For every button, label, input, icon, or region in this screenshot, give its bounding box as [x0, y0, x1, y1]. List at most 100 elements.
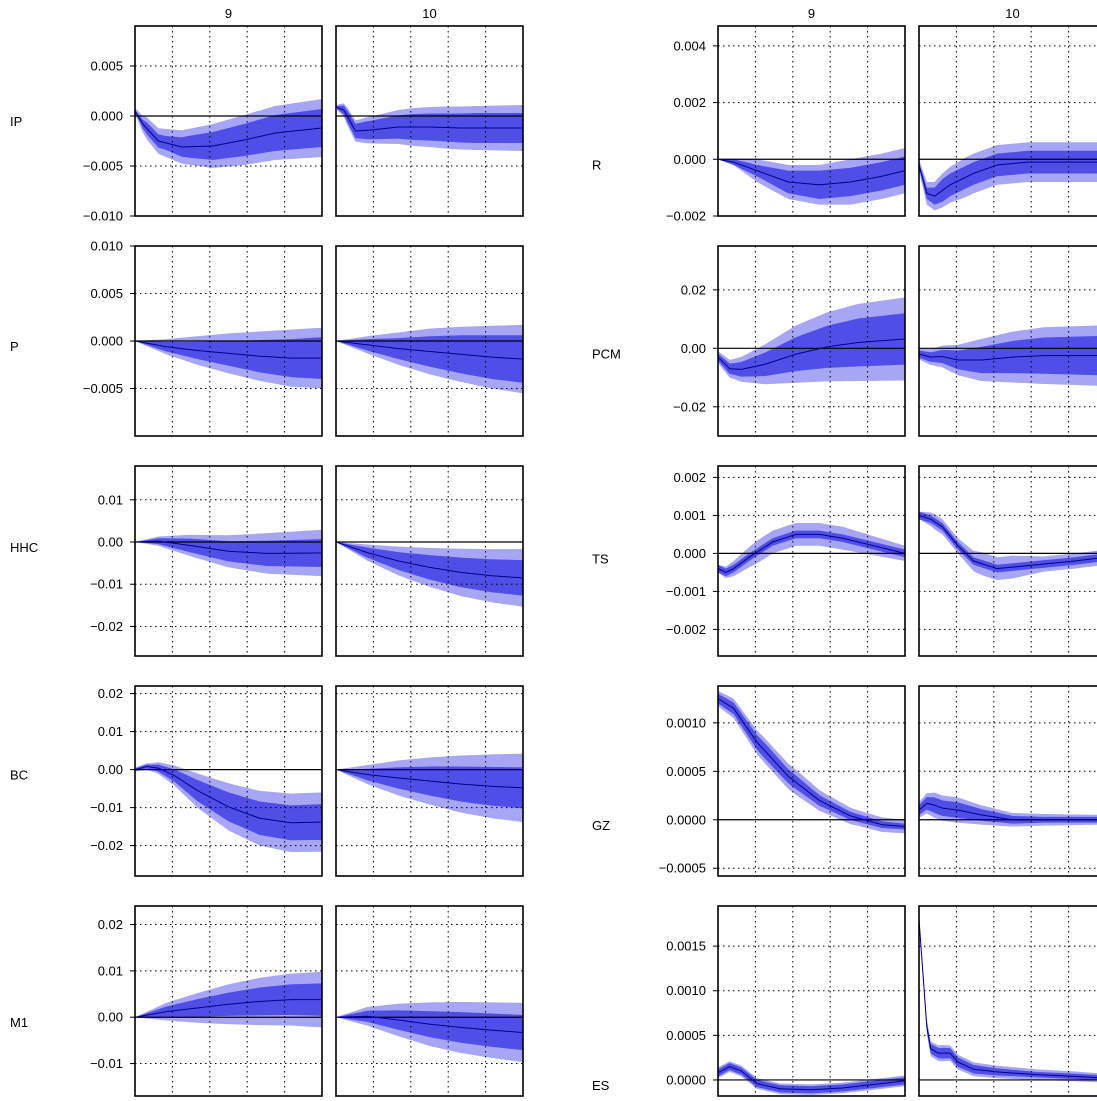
panel — [335, 905, 524, 1097]
panel-frame — [335, 25, 524, 217]
y-tick-label: −0.02 — [90, 619, 123, 634]
grid — [919, 466, 1097, 656]
median-line — [718, 158, 905, 186]
inner-band — [135, 764, 322, 841]
median-line — [336, 769, 523, 789]
panel — [335, 25, 524, 217]
y-tick-label: 0.01 — [98, 492, 123, 507]
y-tick-label: −0.010 — [83, 209, 123, 224]
median-line — [336, 106, 523, 132]
panel-frame — [918, 25, 1097, 217]
median-line — [336, 541, 523, 579]
y-tick-label: −0.001 — [666, 584, 706, 599]
y-tick-label: 0.0005 — [666, 764, 706, 779]
panel — [717, 905, 906, 1097]
y-tick-label: 0.0010 — [666, 983, 706, 998]
median-line — [135, 766, 322, 824]
panel — [717, 685, 906, 877]
inner-band — [718, 156, 905, 199]
variable-label: BC — [10, 768, 28, 783]
inner-band — [718, 313, 905, 377]
outer-band — [718, 523, 905, 579]
inner-band — [336, 766, 523, 809]
y-tick-label: 0.00 — [98, 535, 123, 550]
median-line — [919, 353, 1097, 361]
median-line — [336, 1015, 523, 1034]
grid — [919, 906, 1097, 1096]
panel-frame — [335, 685, 524, 877]
median-line — [135, 540, 322, 554]
panel — [134, 685, 323, 877]
grid — [336, 906, 523, 1096]
inner-band — [919, 335, 1097, 376]
panel-row-gz: GZ −0.0005 0.0000 0.0005 0.0010 — [592, 685, 1097, 877]
median-line — [718, 533, 905, 573]
grid — [135, 26, 322, 216]
panel-frame — [717, 245, 906, 437]
panel-frame — [717, 465, 906, 657]
median-line — [336, 340, 523, 360]
y-tick-label: 0.000 — [90, 334, 123, 349]
grid — [336, 466, 523, 656]
y-tick-label: −0.02 — [673, 399, 706, 414]
median-line — [135, 340, 322, 359]
median-line — [919, 802, 1097, 821]
y-tick-label: 0.00 — [98, 1010, 123, 1025]
y-tick-label: 0.0000 — [666, 1072, 706, 1087]
panel-frame — [134, 905, 323, 1097]
variable-label: R — [592, 157, 601, 172]
panel-row-ip: IP −0.010 −0.005 0.000 0.005 — [10, 25, 524, 224]
y-tick-label: 0.005 — [90, 59, 123, 74]
panel — [335, 685, 524, 877]
grid — [336, 26, 523, 216]
variable-label: PCM — [592, 346, 621, 361]
panel-frame — [918, 245, 1097, 437]
grid — [919, 246, 1097, 436]
panel — [134, 245, 323, 437]
median-line — [135, 110, 322, 148]
grid — [919, 26, 1097, 216]
grid — [718, 466, 905, 656]
inner-band — [336, 335, 523, 383]
y-tick-label: 0.00 — [681, 341, 706, 356]
y-tick-label: 0.000 — [673, 152, 706, 167]
panel — [717, 465, 906, 657]
grid — [718, 26, 905, 216]
y-tick-label: 0.0005 — [666, 1028, 706, 1043]
y-tick-label: 0.001 — [673, 508, 706, 523]
variable-label: IP — [10, 114, 22, 129]
panel — [918, 25, 1097, 217]
panel — [335, 465, 524, 657]
y-tick-label: 0.000 — [90, 109, 123, 124]
y-tick-label: 0.0000 — [666, 812, 706, 827]
panel-frame — [335, 465, 524, 657]
inner-band — [336, 1010, 523, 1051]
inner-band — [135, 983, 322, 1018]
inner-band — [336, 105, 523, 143]
median-line — [919, 161, 1097, 197]
y-tick-label: −0.02 — [90, 838, 123, 853]
inner-band — [919, 150, 1097, 205]
panel — [717, 25, 906, 217]
y-tick-label: −0.01 — [90, 800, 123, 815]
panel-row-es: ES 0.0000 0.0005 0.0010 0.0015 — [592, 905, 1097, 1097]
y-tick-label: −0.005 — [83, 159, 123, 174]
panel-frame — [918, 685, 1097, 877]
median-line — [135, 999, 322, 1018]
variable-label: GZ — [592, 818, 610, 833]
panel-row-p: P −0.005 0.000 0.005 0.010 — [10, 239, 524, 437]
inner-band — [135, 538, 322, 567]
y-tick-label: 0.004 — [673, 38, 706, 53]
y-tick-label: 0.0010 — [666, 715, 706, 730]
median-line — [718, 338, 905, 370]
y-tick-label: −0.01 — [90, 1056, 123, 1071]
panel-row-hhc: HHC −0.02 −0.01 0.00 0.01 — [10, 465, 524, 657]
inner-band — [919, 796, 1097, 824]
y-tick-label: −0.005 — [83, 381, 123, 396]
variable-label: ES — [592, 1078, 610, 1093]
y-tick-label: 0.010 — [90, 239, 123, 254]
y-tick-label: 0.002 — [673, 470, 706, 485]
inner-band — [919, 916, 1097, 1081]
median-line — [919, 919, 1097, 1079]
